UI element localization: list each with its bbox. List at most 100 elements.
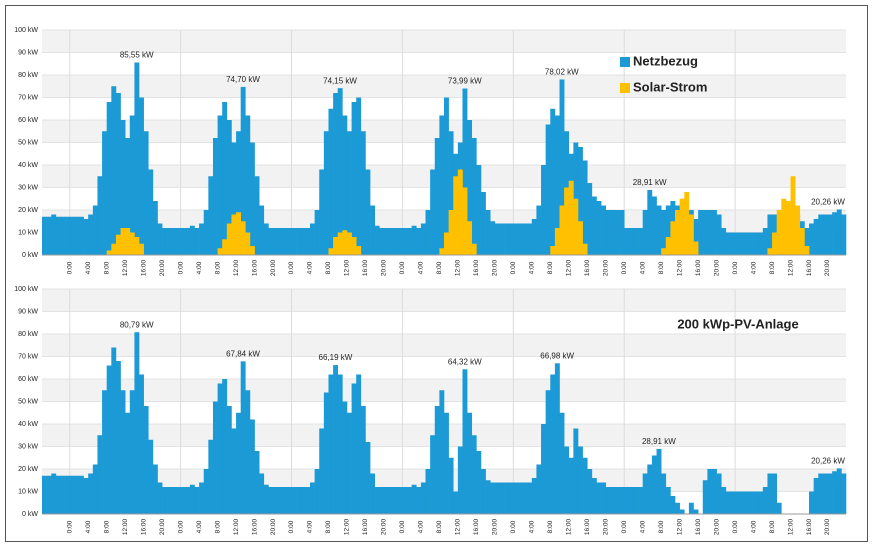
y-tick-label: 30 kW [18,184,38,191]
y-tick-label: 100 kW [14,27,38,34]
bar [92,464,98,514]
bar [83,478,89,514]
bar [263,223,269,255]
bar [217,383,223,514]
x-tick-label: 20:00 [492,259,499,276]
bar [628,487,634,514]
bar [171,487,177,514]
bar [702,480,708,514]
bar [693,509,699,514]
bar [397,487,403,514]
bar [166,228,172,255]
bar [249,419,255,514]
bar [46,216,52,255]
bar [758,232,764,255]
peak-label: 66,98 kW [540,351,574,360]
bar [457,169,463,255]
bar [203,210,209,255]
x-tick-label: 20:00 [602,518,609,535]
bar [310,482,315,514]
bar [587,183,593,255]
bar [365,169,371,255]
bar [139,97,144,255]
bar [550,108,556,255]
bar [527,482,533,514]
bar [231,142,237,255]
bar [55,475,61,514]
x-tick-label: 0:00 [510,261,517,274]
bar [559,205,565,255]
y-tick-label: 90 kW [18,49,38,56]
bar [504,482,509,514]
bar [162,487,168,514]
bar [661,248,667,255]
peak-label: 64,32 kW [448,357,482,366]
bar [259,473,265,514]
bar [735,232,741,255]
bar [467,412,473,514]
bar [222,102,228,255]
bar [522,482,528,514]
bar [822,473,828,514]
bar [83,219,89,255]
y-tick-label: 0 kW [22,252,38,259]
y-tick-label: 30 kW [18,443,38,450]
bar [388,228,394,255]
bar [457,446,463,514]
peak-label: 78,02 kW [545,68,579,77]
x-tick-label: 12:00 [565,259,572,276]
y-tick-label: 80 kW [18,331,38,338]
y-tick-label: 50 kW [18,139,38,146]
bar [139,374,144,514]
chart-title: 200 kWp-PV-Anlage [677,316,798,331]
peak-label: 67,84 kW [226,349,260,358]
bar [134,62,140,256]
bar [716,214,722,255]
x-tick-label: 20:00 [492,518,499,535]
bar [638,487,643,514]
bar [69,475,75,514]
x-tick-label: 16:00 [251,259,258,276]
bar [568,180,574,255]
x-tick-label: 8:00 [436,520,443,533]
y-tick-label: 100 kW [14,286,38,293]
x-tick-label: 12:00 [122,518,129,535]
bar [448,131,454,255]
bar [254,451,260,514]
bar [346,131,352,255]
bar [296,228,302,255]
bar [573,198,579,255]
bar [776,210,782,255]
bar [753,491,759,514]
bar [273,228,278,255]
bar [499,482,505,514]
x-tick-label: 20:00 [824,518,831,535]
bar [360,406,366,514]
bar [236,131,241,255]
x-tick-label: 4:00 [529,520,536,533]
peak-label: 74,70 kW [226,75,260,84]
x-tick-label: 0:00 [66,520,73,533]
bar [550,374,556,514]
x-tick-label: 8:00 [214,520,221,533]
bar [513,482,519,514]
x-tick-label: 4:00 [85,261,92,274]
bar [818,214,824,255]
bar [319,169,325,255]
x-tick-label: 4:00 [418,520,425,533]
bar [554,363,560,514]
x-tick-label: 0:00 [399,261,406,274]
bar [166,487,172,514]
bar [665,487,671,514]
bar [97,435,103,514]
x-tick-label: 16:00 [473,518,480,535]
bar [282,228,288,255]
bar [624,487,630,514]
bar [383,228,389,255]
bar [767,248,773,255]
bar [651,196,657,255]
bar [328,108,334,255]
bar [125,412,131,514]
x-tick-label: 0:00 [732,520,739,533]
bar [416,228,422,255]
